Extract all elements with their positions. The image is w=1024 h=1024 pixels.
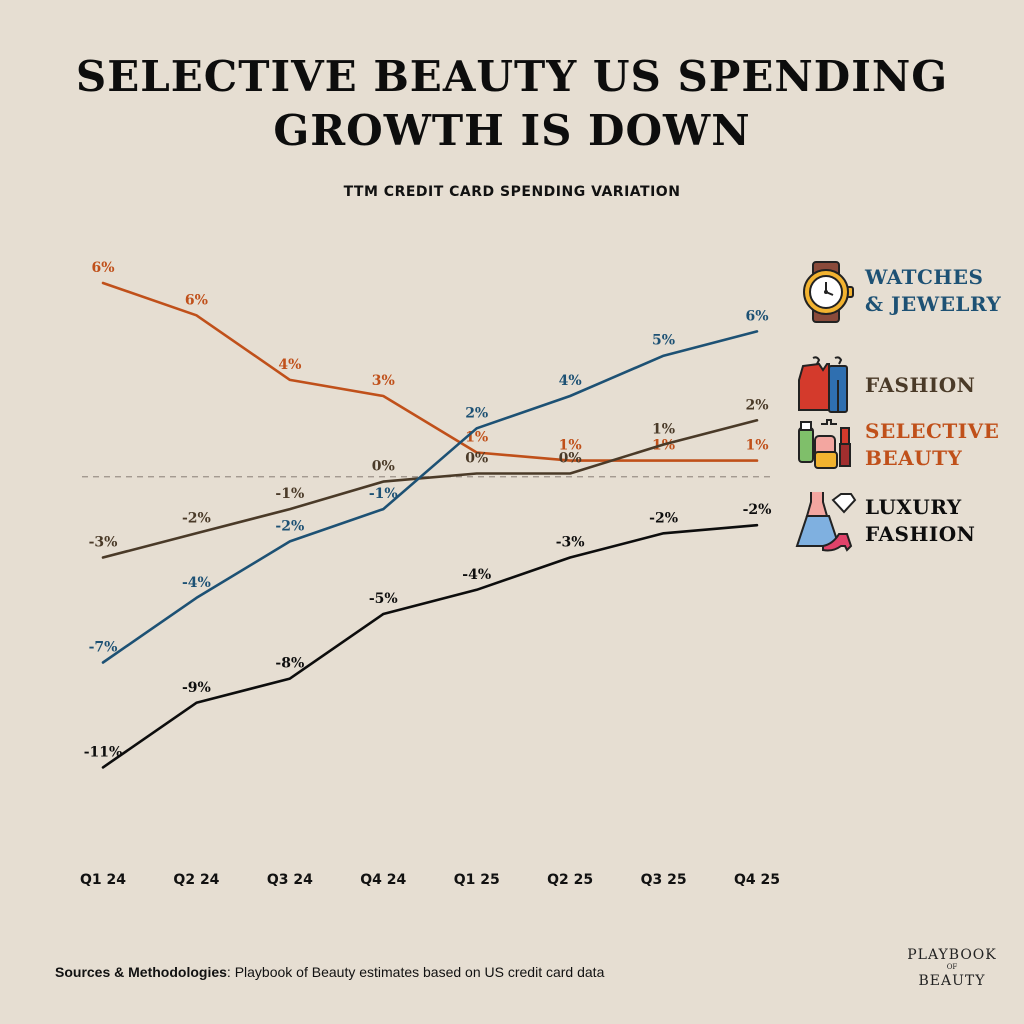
legend-label-fashion: FASHION [865,372,975,399]
x-tick-label: Q4 25 [734,872,780,888]
data-label-fashion: 2% [745,397,768,413]
dress-heel-diamond-icon [795,492,857,552]
series-line-watches-jewelry [101,330,759,664]
chart-title-line1: SELECTIVE BEAUTY US SPENDING [75,52,949,101]
data-label-selective-beauty: 1% [745,438,768,454]
data-label-selective-beauty: 4% [278,357,301,373]
data-label-fashion: 0% [559,451,582,467]
data-label-watches-jewelry: -4% [182,575,211,591]
x-tick-label: Q1 24 [80,872,126,888]
series-line-fashion [101,418,759,559]
data-label-luxury-fashion: -3% [556,535,585,551]
legend-label-line: BEAUTY [865,446,963,470]
legend-label-line: LUXURY [865,495,962,519]
sources-label: Sources & Methodologies [55,964,227,980]
data-label-selective-beauty: 6% [185,292,208,308]
data-label-watches-jewelry: -7% [89,639,118,655]
x-tick-label: Q1 25 [454,872,500,888]
data-label-luxury-fashion: -5% [369,591,398,607]
brand-line1: PLAYBOOK [907,947,997,963]
data-label-watches-jewelry: 4% [559,373,582,389]
legend-label-line: & JEWELRY [865,292,1002,316]
data-label-selective-beauty: 6% [91,260,114,276]
data-label-luxury-fashion: -11% [84,744,123,760]
data-label-watches-jewelry: 2% [465,405,488,421]
data-label-selective-beauty: 1% [465,430,488,446]
data-label-selective-beauty: 1% [559,438,582,454]
series-line-luxury-fashion [101,523,759,769]
brand-line2: OF [946,963,958,971]
legend-item-luxury-fashion: LUXURY FASHION [795,488,1020,554]
data-label-luxury-fashion: -9% [182,680,211,696]
data-label-luxury-fashion: -2% [649,510,678,526]
legend-label-line: FASHION [865,522,976,546]
legend-label-line: SELECTIVE [865,419,1000,443]
brand-logo: PLAYBOOK OF BEAUTY [900,948,1004,988]
legend-label-line: WATCHES [865,265,984,289]
x-tick-label: Q2 25 [547,872,593,888]
chart-subtitle: TTM CREDIT CARD SPENDING VARIATION [343,184,681,200]
data-label-fashion: -3% [89,535,118,551]
data-label-watches-jewelry: -1% [369,486,398,502]
sources-text: : Playbook of Beauty estimates based on … [226,964,605,980]
data-label-luxury-fashion: -4% [462,567,491,583]
x-tick-label: Q3 25 [641,872,687,888]
cosmetics-icon [798,419,851,469]
series-line-selective-beauty [101,281,759,462]
data-label-fashion: 0% [465,451,488,467]
legend-label-line: FASHION [865,373,976,397]
watch-icon [803,261,854,323]
legend-item-fashion: FASHION [795,356,1020,416]
legend-label-selective-beauty: SELECTIVE BEAUTY [865,418,999,472]
chart-title: SELECTIVE BEAUTY US SPENDING GROWTH IS D… [0,50,1024,158]
data-label-watches-jewelry: 6% [745,308,768,324]
clothing-icon [798,356,848,413]
brand-line3: BEAUTY [918,973,986,989]
legend-item-watches-jewelry: WATCHES & JEWELRY [795,260,1020,324]
chart-title-line2: GROWTH IS DOWN [273,106,751,155]
sources-footer: Sources & Methodologies: Playbook of Bea… [55,964,604,980]
data-label-selective-beauty: 3% [372,373,395,389]
x-tick-label: Q2 24 [173,872,219,888]
legend-label-watches-jewelry: WATCHES & JEWELRY [865,264,1001,318]
data-label-watches-jewelry: -2% [275,518,304,534]
data-label-fashion: 1% [652,421,675,437]
data-label-luxury-fashion: -8% [275,656,304,672]
data-label-fashion: -1% [275,486,304,502]
data-label-luxury-fashion: -2% [743,502,772,518]
legend-item-selective-beauty: SELECTIVE BEAUTY [795,418,1020,474]
legend-label-luxury-fashion: LUXURY FASHION [865,494,975,548]
x-tick-label: Q3 24 [267,872,313,888]
data-label-fashion: -2% [182,510,211,526]
data-label-fashion: 0% [372,459,395,475]
x-tick-label: Q4 24 [360,872,406,888]
data-label-watches-jewelry: 5% [652,333,675,349]
